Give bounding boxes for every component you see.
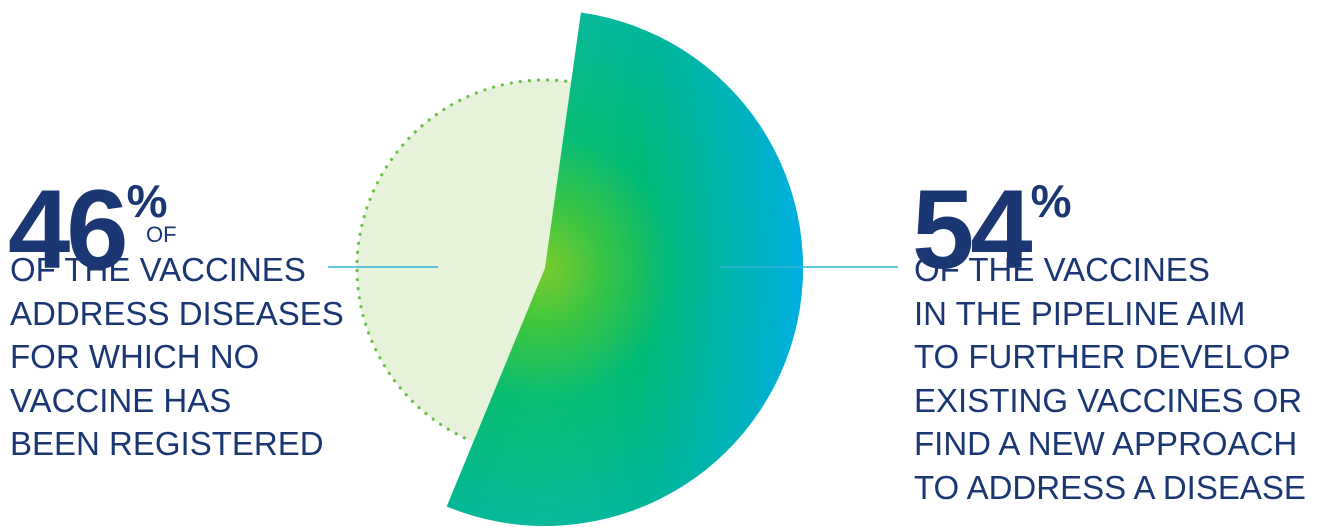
slice-description-46: OF THE VACCINES ADDRESS DISEASES FOR WHI…	[10, 248, 344, 466]
desc-line: OF THE VACCINES	[914, 251, 1210, 288]
slice-label-46: 46 %	[8, 174, 167, 286]
pie-slice-46-outline	[355, 78, 570, 440]
desc-line: FIND A NEW APPROACH	[914, 425, 1298, 462]
percent-sign: %	[1030, 175, 1072, 227]
desc-line: EXISTING VACCINES OR	[914, 381, 1303, 419]
desc-line: BEEN REGISTERED	[10, 425, 324, 462]
desc-line: TO FURTHER DEVELOP	[914, 338, 1291, 375]
desc-line: ADDRESS DISEASES	[10, 294, 344, 332]
desc-line: IN THE PIPELINE AIM	[914, 294, 1246, 332]
desc-line: FOR WHICH NO	[10, 338, 260, 375]
slice-percent-54: 54	[912, 167, 1033, 292]
desc-line: VACCINE HAS	[10, 381, 232, 419]
desc-line: TO ADDRESS A DISEASE	[914, 468, 1306, 506]
slice-percent-46: 46	[8, 167, 129, 292]
pie-slice-54-sheen	[446, 12, 803, 526]
desc-line: OF THE VACCINES	[10, 251, 306, 288]
slice-label-54: 54 %	[912, 174, 1071, 286]
slice-description-54: OF THE VACCINES IN THE PIPELINE AIM TO F…	[914, 248, 1306, 509]
slice-small-of: OF	[146, 222, 177, 247]
percent-sign: %	[126, 175, 168, 227]
pie-slice-46	[357, 80, 572, 442]
